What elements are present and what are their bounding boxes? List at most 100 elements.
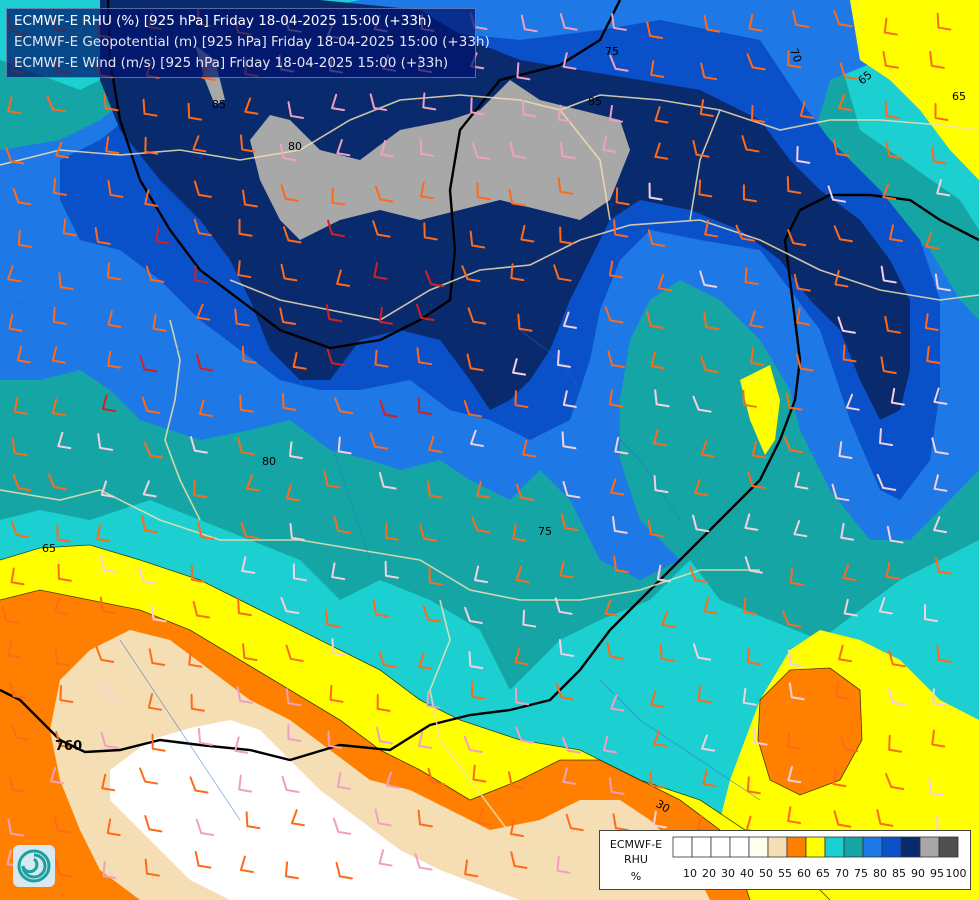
legend-tick-label: 60: [797, 867, 811, 880]
wind-barb: [610, 694, 625, 712]
wind-barb: [10, 520, 30, 538]
wind-barb: [470, 429, 485, 447]
wind-barb: [239, 134, 256, 153]
wind-barb: [192, 600, 211, 619]
wind-barb: [422, 92, 437, 111]
wind-barb: [742, 184, 758, 203]
wind-barb: [292, 352, 307, 370]
wind-barb: [556, 855, 571, 874]
wind-barb: [331, 638, 347, 657]
wind-barb: [327, 730, 343, 749]
wind-barb: [832, 769, 847, 788]
wind-barb: [7, 96, 22, 115]
wind-barb: [929, 50, 945, 69]
wind-barb: [835, 681, 850, 700]
wind-barb: [414, 853, 433, 871]
wind-barb: [933, 474, 948, 492]
wind-barb: [461, 265, 481, 283]
wind-barb: [887, 688, 906, 706]
wind-barb: [831, 483, 850, 502]
wind-barb: [418, 652, 433, 670]
wind-barb: [148, 648, 166, 666]
legend-swatch: [672, 836, 693, 858]
wind-barb: [610, 478, 625, 496]
wind-barb: [602, 735, 617, 754]
wind-barb: [8, 775, 26, 793]
wind-barb: [508, 771, 525, 789]
wind-barb: [378, 306, 393, 325]
wind-barb: [553, 264, 572, 282]
wind-barb: [144, 858, 160, 877]
wind-barb: [562, 480, 581, 499]
wind-barb: [197, 522, 215, 540]
wind-barb: [845, 393, 860, 411]
rhu-50-area: [110, 720, 520, 900]
legend-swatch: [805, 836, 826, 858]
wind-barb: [289, 522, 305, 541]
wind-barb: [700, 355, 719, 374]
legend-tick-label: 100: [946, 867, 967, 880]
wind-barb: [515, 726, 535, 744]
wind-barb: [336, 269, 351, 287]
wind-barb: [650, 690, 665, 708]
wind-barb: [652, 428, 667, 447]
wind-barb: [385, 771, 400, 789]
wind-barb: [472, 764, 487, 783]
wind-barb: [749, 310, 764, 329]
wind-barb: [245, 474, 260, 492]
wind-barb: [326, 348, 345, 367]
wind-barb: [741, 135, 760, 153]
wind-barb: [787, 229, 807, 247]
wind-barb: [240, 521, 259, 540]
wind-barb: [648, 182, 663, 201]
wind-barb: [144, 136, 159, 155]
wind-barb: [280, 184, 299, 202]
wind-barb: [280, 597, 300, 615]
rhu-95-area: [250, 80, 630, 240]
legend-swatch: [767, 836, 788, 858]
wind-barb: [239, 855, 254, 874]
wind-barb: [515, 483, 535, 501]
wind-barb: [95, 645, 115, 663]
wind-barb: [334, 397, 354, 415]
wind-barb: [141, 515, 159, 534]
wind-barb: [697, 685, 712, 704]
wind-barb: [464, 859, 479, 878]
wind-barb: [329, 684, 344, 703]
legend-swatch: [824, 836, 845, 858]
wind-barb: [237, 260, 252, 279]
wind-barb: [931, 729, 946, 748]
legend: ECMWF-E RHU % 10 20 30 40 50 55 60 65 70 75 80 85 90…: [599, 830, 971, 890]
wind-barb: [931, 146, 947, 165]
wind-barb: [150, 604, 167, 623]
wind-barb: [782, 610, 802, 628]
wind-barb: [285, 483, 300, 502]
wind-barb: [1, 606, 20, 624]
wind-barb: [373, 262, 388, 280]
wind-barb: [105, 136, 120, 155]
wind-barb: [7, 264, 22, 283]
wind-barb: [285, 688, 302, 707]
wind-barb: [890, 387, 905, 406]
wind-barb: [325, 304, 343, 323]
wind-barb: [58, 272, 74, 291]
wind-barb: [192, 135, 207, 153]
legend-tick-label: 40: [740, 867, 754, 880]
wind-barb: [838, 441, 853, 459]
wind-barb: [239, 394, 254, 413]
wind-barb: [16, 345, 31, 364]
wind-barb: [882, 182, 897, 201]
wind-barb: [649, 770, 665, 789]
wind-barb: [193, 218, 212, 237]
wind-barb: [692, 643, 712, 661]
wind-barb: [559, 13, 578, 31]
wind-barb: [337, 436, 352, 455]
wind-barb: [242, 189, 258, 208]
wind-barb: [369, 432, 388, 450]
wind-barb: [704, 219, 719, 238]
wind-barb: [602, 135, 617, 153]
wind-barb: [280, 263, 298, 282]
wind-barb: [94, 227, 111, 245]
wind-barb: [416, 303, 435, 321]
legend-tick-label: 80: [873, 867, 887, 880]
